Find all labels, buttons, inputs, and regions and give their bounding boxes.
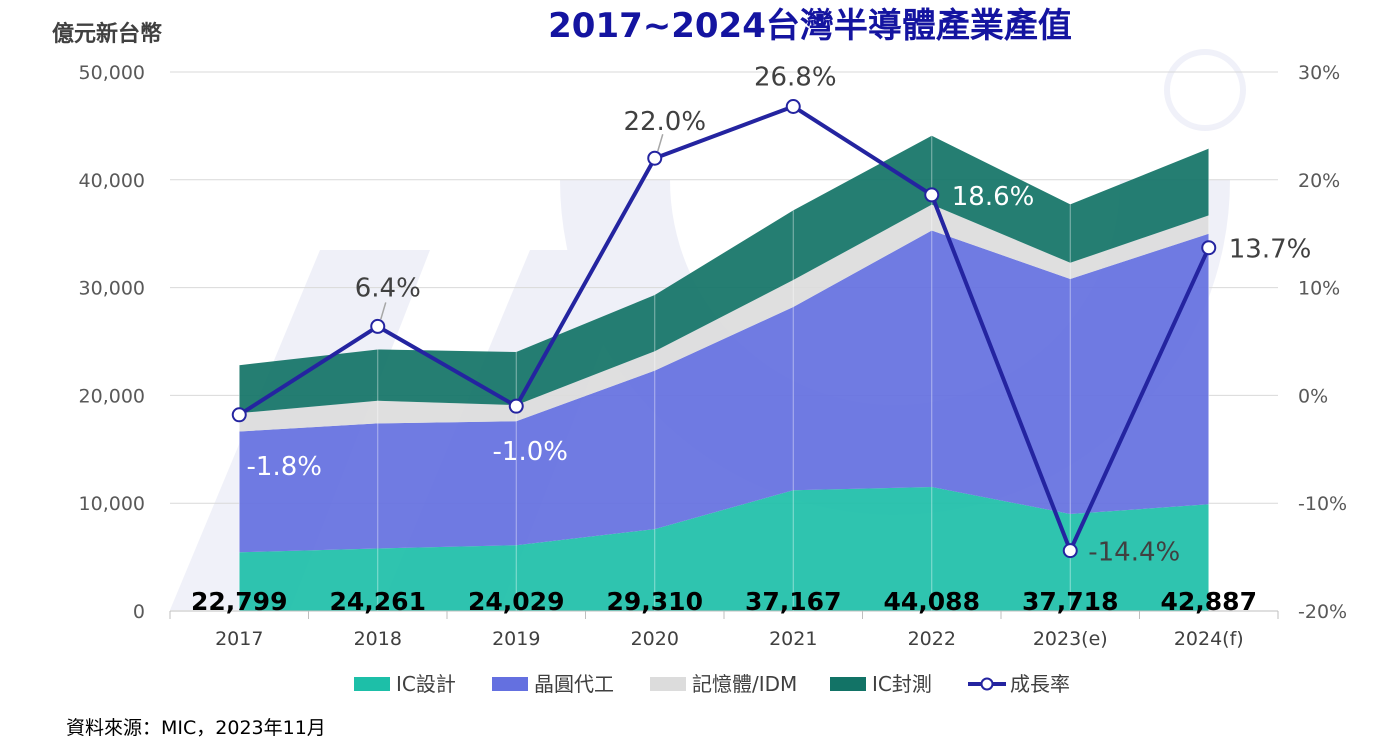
growth-rate-polyline [238,104,1211,553]
growth-rate-labels: -1.8% 6.4% -1.0% 22.0% 26.8% 18.6% -14.4% 13.7% [247,62,1312,567]
total-labels: 22,799 24,261 24,029 29,310 37,167 44,088 37,7… [191,587,1257,616]
legend-label: 晶圓代工 [534,672,614,696]
growth-rate-point [647,150,663,166]
legend-label: IC封測 [872,672,932,696]
y2-tick-label: -10% [1298,493,1347,515]
total-label: 44,088 [884,587,980,616]
legend: IC設計 晶圓代工 記憶體/IDM IC封測 成長率 [354,672,1070,696]
right-axis-ticks: -20% -10% 0% 10% 20% 30% [1298,62,1347,623]
y2-tick-label: 20% [1298,170,1340,192]
legend-swatch [492,677,528,691]
category-lines [169,135,1279,619]
x-tick-label: 2017 [215,628,263,650]
legend-label: 成長率 [1010,672,1070,696]
legend-label: 記憶體/IDM [692,672,797,696]
x-tick-label: 2024(f) [1174,628,1244,650]
y2-tick-label: 10% [1298,278,1340,300]
stacked-areas [239,135,1209,611]
growth-rate-label: 22.0% [623,107,706,137]
growth-rate-point [370,318,386,334]
total-label: 24,261 [330,587,426,616]
growth-rate-point [1201,240,1217,256]
growth-rate-label: 13.7% [1229,235,1312,265]
growth-rate-point [1062,543,1078,559]
total-label: 37,167 [745,587,841,616]
total-label: 24,029 [468,587,564,616]
x-tick-label: 2023(e) [1033,628,1108,650]
chart-title: 2017~2024台灣半導體產業產值 [548,6,1072,46]
growth-rate-point [508,398,524,414]
x-tick-label: 2021 [769,628,817,650]
legend-swatch [650,677,686,691]
area-IC設計 [239,487,1209,611]
x-tick-label: 2019 [492,628,540,650]
x-tick-label: 2018 [354,628,402,650]
label-leader-line [657,134,664,152]
growth-rate-label: -1.0% [493,437,568,467]
y-tick-label: 10,000 [79,493,145,515]
x-tick-label: 2022 [908,628,956,650]
label-leader-line [380,302,387,320]
growth-rate-label: 18.6% [952,182,1035,212]
x-axis-ticks: 2017 2018 2019 2020 2021 2022 2023(e) 2024(f) [215,628,1244,650]
y2-tick-label: 0% [1298,385,1328,407]
area-記憶體/IDM [239,204,1209,432]
growth-rate-label: 6.4% [355,273,421,303]
y2-tick-label: -20% [1298,601,1347,623]
growth-rate-label: -14.4% [1088,538,1180,568]
x-tick-label: 2020 [631,628,679,650]
growth-rate-label: -1.8% [247,452,322,482]
y-tick-label: 0 [133,601,145,623]
growth-rate-point [231,407,247,423]
y-axis-unit-label: 億元新台幣 [52,21,162,47]
y-tick-label: 40,000 [79,170,145,192]
area-IC封測 [239,135,1209,414]
legend-marker [980,677,994,691]
growth-rate-point [785,98,801,114]
total-label: 29,310 [607,587,703,616]
legend-label: IC設計 [396,672,456,696]
total-label: 42,887 [1161,587,1257,616]
y-tick-label: 30,000 [79,278,145,300]
legend-swatch [354,677,390,691]
y2-tick-label: 30% [1298,62,1340,84]
left-axis-ticks: 0 10,000 20,000 30,000 40,000 50,000 [79,62,145,623]
total-label: 37,718 [1022,587,1118,616]
legend-swatch [830,677,866,691]
y-tick-label: 50,000 [79,62,145,84]
source-note: 資料來源：MIC，2023年11月 [66,717,326,739]
growth-rate-point [924,187,940,203]
area-晶圓代工 [239,230,1209,553]
growth-rate-label: 26.8% [754,62,837,92]
y-tick-label: 20,000 [79,385,145,407]
total-label: 22,799 [191,587,287,616]
growth-rate-line [231,98,1217,559]
